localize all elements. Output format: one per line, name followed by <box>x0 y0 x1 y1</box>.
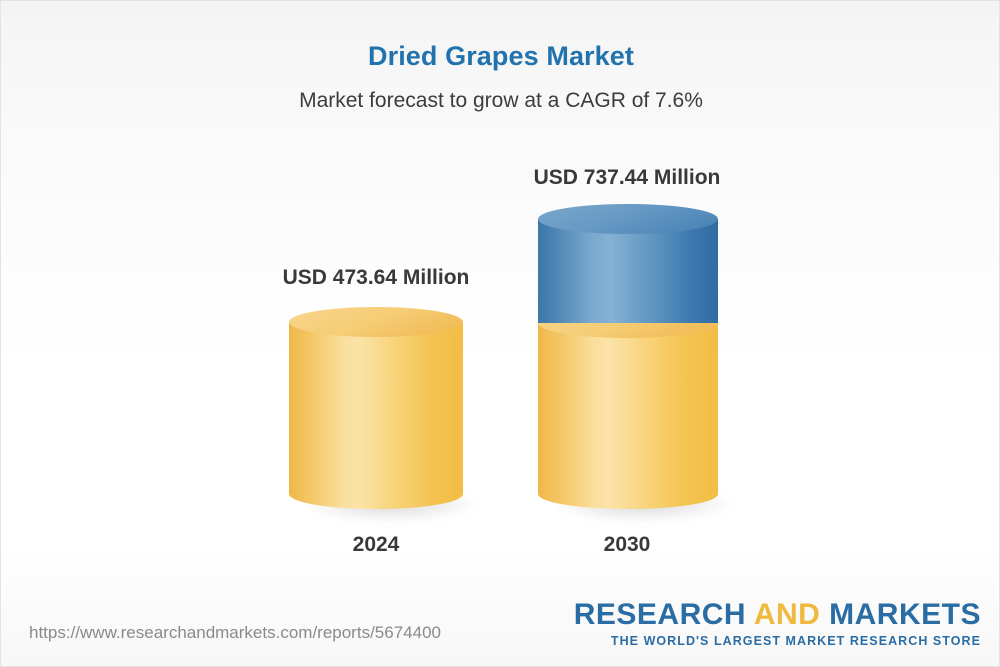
chart-subtitle: Market forecast to grow at a CAGR of 7.6… <box>299 89 703 112</box>
bar-cylinder-2024 <box>289 307 477 523</box>
category-label-2030: 2030 <box>603 533 651 556</box>
bar-segment-base-2030 <box>538 323 718 494</box>
logo-word-markets: MARKETS <box>829 598 981 631</box>
research-and-markets-logo[interactable]: RESEARCH AND MARKETS THE WORLD'S LARGEST… <box>574 599 981 648</box>
chart-title: Dried Grapes Market <box>367 41 634 71</box>
bar-top-cap-2030 <box>538 204 718 234</box>
logo-wordmark: RESEARCH AND MARKETS <box>574 599 981 631</box>
bar-top-cap-2024 <box>289 307 463 337</box>
logo-word-research: RESEARCH <box>573 598 747 631</box>
bar-body-2024 <box>289 322 463 494</box>
logo-word-and: AND <box>753 598 821 631</box>
value-label-2030: USD 737.44 Million <box>533 166 721 189</box>
category-label-2024: 2024 <box>352 533 400 556</box>
value-label-2024: USD 473.64 Million <box>282 266 470 289</box>
bar-cylinder-2030 <box>538 204 732 523</box>
bar-segment-growth-2030 <box>538 219 718 323</box>
report-url[interactable]: https://www.researchandmarkets.com/repor… <box>29 623 441 642</box>
logo-tagline: THE WORLD'S LARGEST MARKET RESEARCH STOR… <box>610 633 981 648</box>
